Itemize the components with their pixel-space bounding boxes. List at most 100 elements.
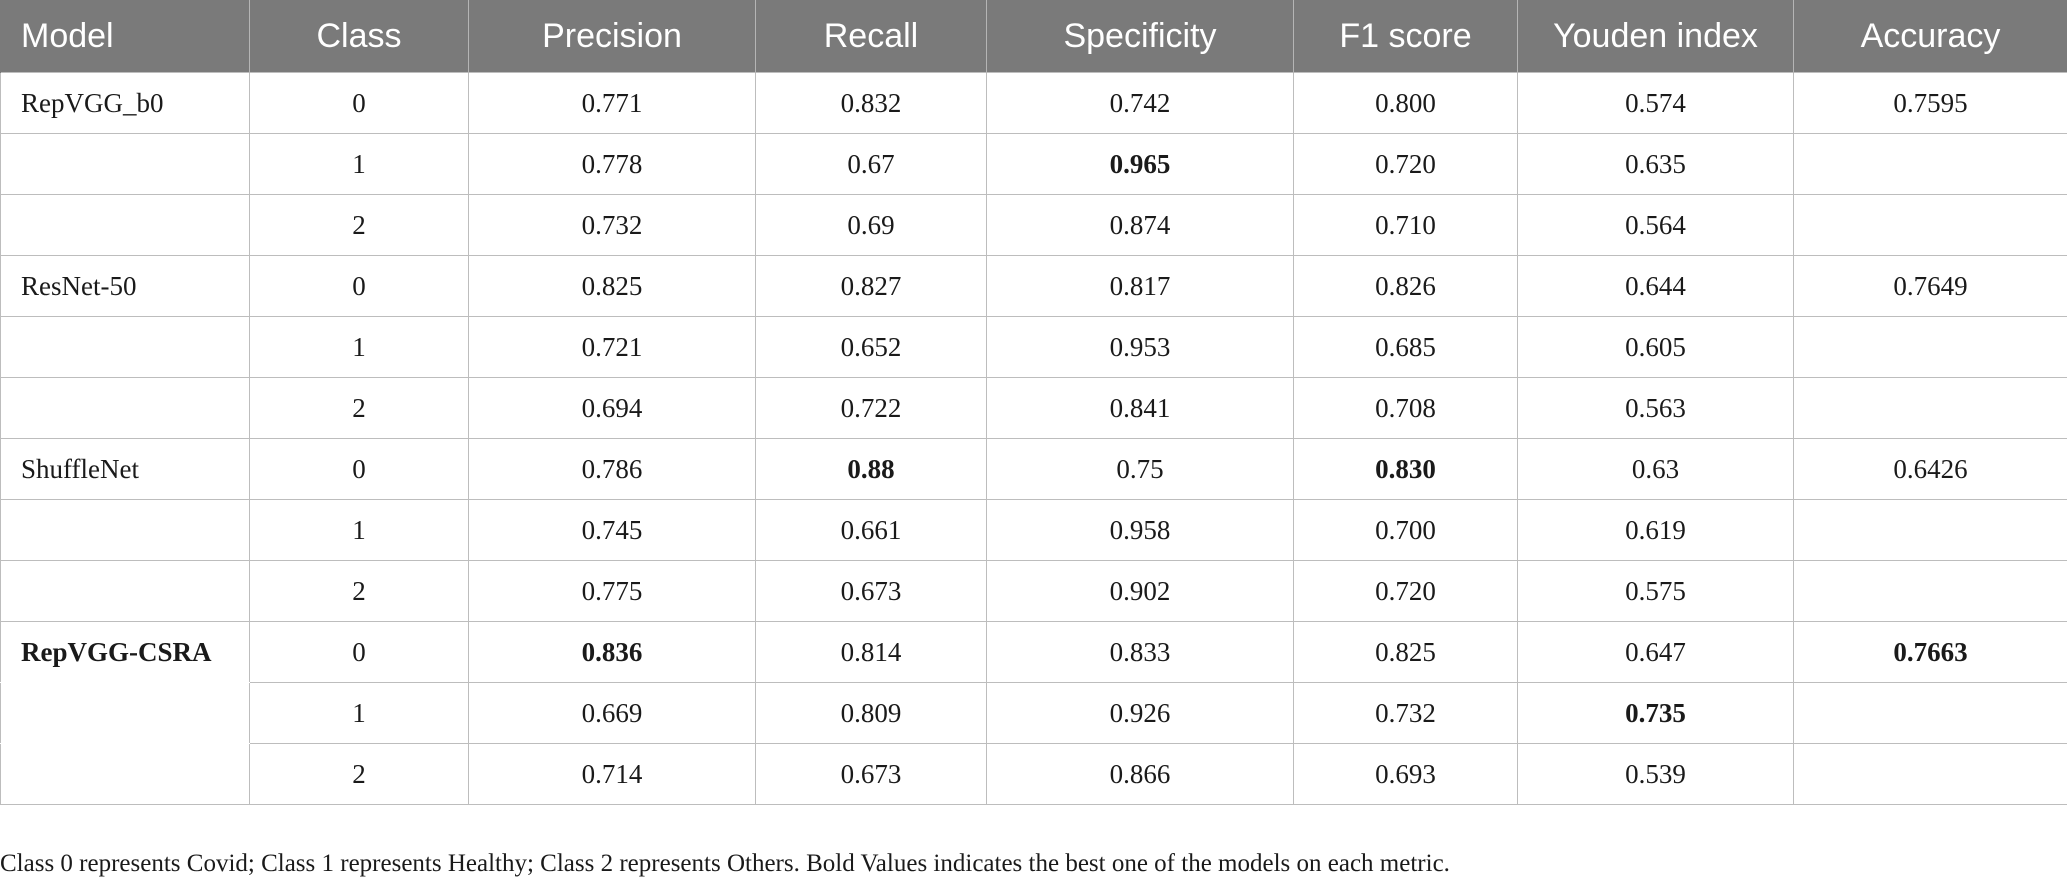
cell-class: 0 xyxy=(249,621,469,683)
cell-precision: 0.836 xyxy=(468,621,756,683)
cell-precision: 0.775 xyxy=(468,560,756,622)
cell-specificity: 0.902 xyxy=(986,560,1294,622)
cell-specificity: 0.874 xyxy=(986,194,1294,256)
header-f1-score: F1 score xyxy=(1293,0,1518,73)
cell-recall: 0.652 xyxy=(755,316,987,378)
cell-f1: 0.710 xyxy=(1293,194,1518,256)
cell-f1: 0.800 xyxy=(1293,72,1518,134)
header-model: Model xyxy=(0,0,250,73)
cell-class: 0 xyxy=(249,72,469,134)
table-row: 1 0.721 0.652 0.953 0.685 0.605 xyxy=(0,316,2067,378)
table-row: 1 0.778 0.67 0.965 0.720 0.635 xyxy=(0,133,2067,195)
cell-youden: 0.735 xyxy=(1517,682,1794,744)
cell-accuracy xyxy=(1793,316,2067,378)
cell-class: 1 xyxy=(249,499,469,561)
table-row: ShuffleNet 0 0.786 0.88 0.75 0.830 0.63 0.6426 xyxy=(0,438,2067,500)
cell-recall: 0.673 xyxy=(755,560,987,622)
cell-model: RepVGG-CSRA xyxy=(0,621,250,683)
cell-class: 2 xyxy=(249,743,469,805)
cell-youden: 0.575 xyxy=(1517,560,1794,622)
cell-model: ResNet-50 xyxy=(0,255,250,317)
cell-class: 0 xyxy=(249,438,469,500)
cell-specificity: 0.841 xyxy=(986,377,1294,439)
cell-precision: 0.721 xyxy=(468,316,756,378)
cell-class: 1 xyxy=(249,133,469,195)
cell-accuracy xyxy=(1793,682,2067,744)
cell-f1: 0.732 xyxy=(1293,682,1518,744)
cell-recall: 0.722 xyxy=(755,377,987,439)
cell-class: 2 xyxy=(249,560,469,622)
cell-youden: 0.563 xyxy=(1517,377,1794,439)
cell-recall: 0.809 xyxy=(755,682,987,744)
table-row: 2 0.694 0.722 0.841 0.708 0.563 xyxy=(0,377,2067,439)
table-row: RepVGG_b0 0 0.771 0.832 0.742 0.800 0.574 0.759… xyxy=(0,72,2067,134)
cell-model: RepVGG_b0 xyxy=(0,72,250,134)
cell-model xyxy=(0,499,250,561)
cell-model xyxy=(0,377,250,439)
cell-f1: 0.685 xyxy=(1293,316,1518,378)
cell-specificity: 0.833 xyxy=(986,621,1294,683)
cell-specificity: 0.958 xyxy=(986,499,1294,561)
cell-accuracy xyxy=(1793,743,2067,805)
cell-recall: 0.673 xyxy=(755,743,987,805)
cell-youden: 0.605 xyxy=(1517,316,1794,378)
cell-model xyxy=(0,316,250,378)
cell-recall: 0.661 xyxy=(755,499,987,561)
cell-accuracy: 0.6426 xyxy=(1793,438,2067,500)
cell-accuracy xyxy=(1793,133,2067,195)
table-row: 2 0.714 0.673 0.866 0.693 0.539 xyxy=(0,743,2067,805)
cell-specificity: 0.75 xyxy=(986,438,1294,500)
cell-youden: 0.539 xyxy=(1517,743,1794,805)
cell-precision: 0.714 xyxy=(468,743,756,805)
cell-accuracy xyxy=(1793,560,2067,622)
results-table: Model Class Precision Recall Specificity… xyxy=(0,0,2067,805)
cell-specificity: 0.926 xyxy=(986,682,1294,744)
cell-model: ShuffleNet xyxy=(0,438,250,500)
cell-f1: 0.693 xyxy=(1293,743,1518,805)
cell-youden: 0.63 xyxy=(1517,438,1794,500)
table-body: RepVGG_b0 0 0.771 0.832 0.742 0.800 0.574 0.759… xyxy=(0,72,2067,805)
cell-f1: 0.720 xyxy=(1293,560,1518,622)
cell-accuracy xyxy=(1793,499,2067,561)
cell-precision: 0.745 xyxy=(468,499,756,561)
cell-model xyxy=(0,133,250,195)
header-class: Class xyxy=(249,0,469,73)
cell-class: 2 xyxy=(249,194,469,256)
header-specificity: Specificity xyxy=(986,0,1294,73)
cell-youden: 0.635 xyxy=(1517,133,1794,195)
cell-class: 1 xyxy=(249,682,469,744)
table-row: 2 0.732 0.69 0.874 0.710 0.564 xyxy=(0,194,2067,256)
cell-youden: 0.647 xyxy=(1517,621,1794,683)
cell-specificity: 0.965 xyxy=(986,133,1294,195)
cell-recall: 0.814 xyxy=(755,621,987,683)
cell-accuracy xyxy=(1793,194,2067,256)
cell-model xyxy=(0,194,250,256)
table-row: 1 0.745 0.661 0.958 0.700 0.619 xyxy=(0,499,2067,561)
cell-f1: 0.826 xyxy=(1293,255,1518,317)
cell-f1: 0.708 xyxy=(1293,377,1518,439)
cell-f1: 0.700 xyxy=(1293,499,1518,561)
cell-specificity: 0.817 xyxy=(986,255,1294,317)
cell-specificity: 0.953 xyxy=(986,316,1294,378)
cell-specificity: 0.866 xyxy=(986,743,1294,805)
header-recall: Recall xyxy=(755,0,987,73)
cell-precision: 0.786 xyxy=(468,438,756,500)
header-youden-index: Youden index xyxy=(1517,0,1794,73)
cell-precision: 0.694 xyxy=(468,377,756,439)
cell-f1: 0.720 xyxy=(1293,133,1518,195)
cell-recall: 0.69 xyxy=(755,194,987,256)
cell-accuracy xyxy=(1793,377,2067,439)
cell-model xyxy=(0,560,250,622)
cell-f1: 0.825 xyxy=(1293,621,1518,683)
cell-accuracy: 0.7649 xyxy=(1793,255,2067,317)
cell-class: 1 xyxy=(249,316,469,378)
table-row: 1 0.669 0.809 0.926 0.732 0.735 xyxy=(0,682,2067,744)
cell-f1: 0.830 xyxy=(1293,438,1518,500)
cell-class: 0 xyxy=(249,255,469,317)
cell-class: 2 xyxy=(249,377,469,439)
cell-recall: 0.827 xyxy=(755,255,987,317)
cell-recall: 0.67 xyxy=(755,133,987,195)
table-footnote: Class 0 represents Covid; Class 1 repres… xyxy=(0,850,1450,877)
cell-youden: 0.644 xyxy=(1517,255,1794,317)
cell-accuracy: 0.7663 xyxy=(1793,621,2067,683)
